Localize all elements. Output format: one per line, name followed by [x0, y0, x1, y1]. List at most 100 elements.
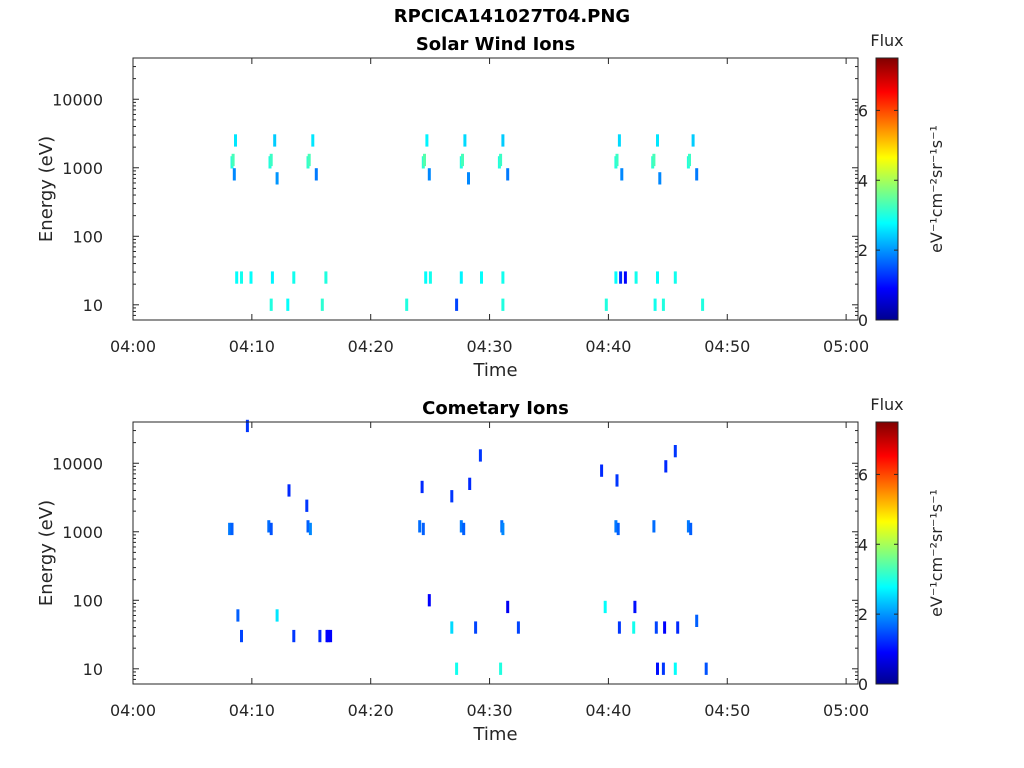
figure-title: RPCICA141027T04.PNG: [393, 6, 631, 27]
panel-title: Cometary Ions: [422, 398, 569, 419]
x-axis-label: Time: [472, 724, 517, 745]
data-cell: [661, 662, 665, 675]
y-tick-label: 100: [72, 591, 103, 610]
data-cell: [308, 522, 312, 536]
data-cell: [423, 153, 426, 167]
plot-frame: [132, 421, 859, 685]
y-tick-label: 1000: [62, 523, 103, 542]
y-tick-label: 100: [72, 227, 103, 246]
data-cell: [689, 522, 693, 536]
y-tick-label: 1000: [62, 159, 103, 178]
data-cell: [652, 153, 656, 167]
colorbar-title: Flux: [870, 31, 903, 50]
heatmap-cells: [228, 419, 708, 675]
x-tick-label: 05:00: [823, 337, 869, 356]
data-cell: [455, 298, 459, 311]
data-cell: [701, 298, 705, 311]
data-cell: [245, 419, 249, 433]
y-tick-label: 10: [83, 296, 103, 315]
x-tick-label: 04:50: [704, 337, 750, 356]
x-tick-label: 04:20: [348, 337, 394, 356]
colorbar-tick-label: 2: [858, 605, 868, 624]
x-tick-label: 04:00: [110, 701, 156, 720]
data-cell: [516, 621, 520, 634]
colorbar-tick-label: 4: [858, 535, 868, 554]
data-cell: [652, 520, 656, 533]
data-cell: [617, 134, 621, 147]
data-cell: [656, 662, 659, 675]
data-cell: [695, 168, 699, 181]
data-cell: [461, 153, 464, 167]
data-cell: [234, 134, 237, 147]
data-cell: [462, 522, 466, 536]
colorbar-tick-label: 0: [858, 311, 868, 330]
data-cell: [688, 153, 691, 167]
data-cell: [691, 134, 695, 147]
data-cell: [326, 629, 330, 643]
data-cell: [232, 168, 236, 181]
colorbar-unit-label: eV⁻¹cm⁻²sr⁻¹s⁻¹: [927, 125, 946, 253]
data-cell: [428, 271, 432, 284]
x-tick-label: 04:10: [229, 701, 275, 720]
data-cell: [604, 298, 608, 311]
x-tick-label: 04:10: [229, 337, 275, 356]
data-cell: [478, 449, 482, 462]
data-cell: [306, 520, 310, 533]
y-axis-label: Energy (eV): [36, 136, 57, 242]
data-cell: [269, 522, 273, 536]
data-cell: [658, 172, 662, 185]
data-cell: [275, 172, 279, 185]
data-cell: [480, 271, 483, 284]
data-cell: [634, 271, 638, 284]
data-cell: [420, 480, 424, 494]
x-tick-label: 04:00: [110, 337, 156, 356]
x-tick-label: 04:40: [585, 701, 631, 720]
data-cell: [615, 474, 619, 487]
y-axis-label: Energy (eV): [36, 500, 57, 606]
data-cell: [450, 490, 454, 503]
x-tick-label: 05:00: [823, 701, 869, 720]
data-cell: [656, 134, 659, 147]
data-cell: [506, 168, 510, 181]
data-cell: [273, 134, 277, 147]
data-cell: [425, 134, 429, 147]
data-cell: [501, 271, 505, 284]
data-cell: [418, 520, 422, 533]
data-cell: [614, 520, 618, 533]
data-cell: [632, 621, 636, 634]
data-cell: [499, 153, 503, 167]
data-cell: [664, 460, 668, 473]
data-cell: [231, 153, 235, 167]
data-cell: [450, 621, 454, 634]
data-cell: [275, 609, 279, 622]
x-tick-label: 04:40: [585, 337, 631, 356]
x-tick-label: 04:50: [704, 701, 750, 720]
colorbar-tick-label: 4: [858, 171, 868, 190]
x-tick-label: 04:20: [348, 701, 394, 720]
colorbar-unit-label: eV⁻¹cm⁻²sr⁻¹s⁻¹: [927, 489, 946, 617]
colorbar-tick-label: 0: [858, 675, 868, 694]
data-cell: [421, 522, 425, 536]
data-cell: [324, 271, 328, 284]
data-cell: [617, 621, 621, 634]
data-cell: [405, 298, 409, 311]
data-cell: [501, 298, 505, 311]
data-cell: [459, 271, 463, 284]
data-cell: [633, 600, 637, 614]
data-cell: [499, 662, 503, 675]
data-cell: [673, 271, 677, 284]
data-cell: [286, 298, 290, 311]
data-cell: [600, 464, 604, 477]
data-cell: [506, 600, 510, 614]
data-cell: [318, 629, 322, 643]
data-cell: [292, 271, 296, 284]
data-cell: [695, 614, 699, 627]
data-cell: [320, 298, 324, 311]
data-cell: [620, 168, 624, 181]
colorbar-frame: [875, 421, 899, 685]
data-cell: [676, 621, 680, 634]
data-cell: [653, 298, 657, 311]
data-cell: [267, 520, 271, 533]
data-cell: [269, 153, 273, 167]
data-cell: [467, 172, 470, 185]
